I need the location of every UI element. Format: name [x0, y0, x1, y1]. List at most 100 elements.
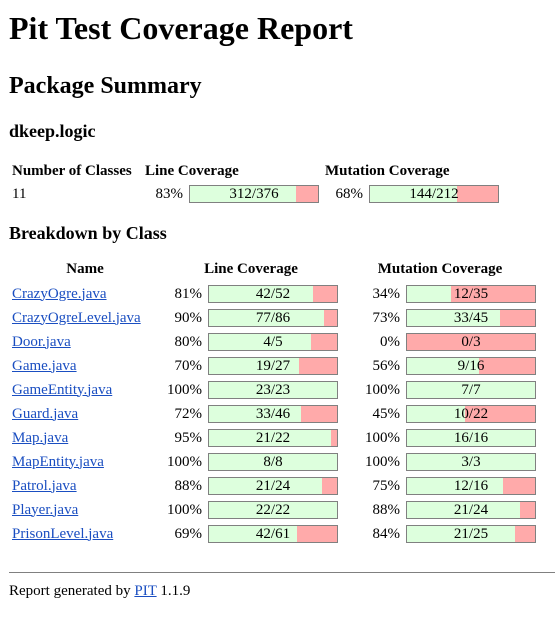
line-fill — [209, 382, 337, 398]
package-name: dkeep.logic — [9, 121, 96, 141]
mut-bar: 33/45 — [406, 309, 536, 327]
line-bar: 33/46 — [208, 405, 338, 423]
line-bar: 42/61 — [208, 525, 338, 543]
line-ratio: 42/52 — [255, 286, 291, 302]
mut-bar: 7/7 — [406, 381, 536, 399]
class-link[interactable]: GameEntity.java — [12, 381, 113, 398]
line-fill — [209, 478, 322, 494]
table-row: GameEntity.java 100% 23/23 100% 7/7 — [9, 378, 539, 402]
line-fill — [209, 430, 331, 446]
mut-ratio: 9/16 — [457, 358, 485, 374]
mut-fill — [407, 358, 479, 374]
class-link[interactable]: Guard.java — [12, 405, 79, 422]
summary-header-mutation: Mutation Coverage — [325, 162, 450, 179]
mut-pct: 73% — [372, 309, 401, 326]
line-cell: 77/86 — [205, 306, 341, 330]
mut-pct: 84% — [372, 525, 401, 542]
line-pct: 100% — [167, 381, 202, 398]
class-link[interactable]: MapEntity.java — [12, 453, 104, 470]
col-header-name: Name — [66, 260, 104, 277]
line-cell: 33/46 — [205, 402, 341, 426]
line-pct: 69% — [174, 525, 203, 542]
line-cell: 21/24 — [205, 474, 341, 498]
mut-cell: 3/3 — [403, 450, 539, 474]
pit-link[interactable]: PIT — [134, 583, 157, 599]
summary-line-cell: 312/376 — [186, 182, 322, 206]
line-ratio: 8/8 — [263, 454, 283, 470]
line-pct: 81% — [174, 285, 203, 302]
mut-ratio: 12/16 — [453, 478, 489, 494]
table-row: Game.java 70% 19/27 56% 9/16 — [9, 354, 539, 378]
line-pct: 80% — [174, 333, 203, 350]
line-pct: 100% — [167, 501, 202, 518]
mut-bar: 21/25 — [406, 525, 536, 543]
mut-bar: 12/35 — [406, 285, 536, 303]
line-ratio: 19/27 — [255, 358, 291, 374]
line-bar: 19/27 — [208, 357, 338, 375]
breakdown-heading: Breakdown by Class — [9, 223, 167, 243]
mut-bar: 16/16 — [406, 429, 536, 447]
mut-ratio: 10/22 — [453, 406, 489, 422]
mut-pct: 100% — [365, 453, 400, 470]
mut-bar: 9/16 — [406, 357, 536, 375]
table-row: PrisonLevel.java 69% 42/61 84% 21/25 — [9, 522, 539, 546]
line-cell: 22/22 — [205, 498, 341, 522]
line-bar: 21/24 — [208, 477, 338, 495]
mut-fill — [407, 406, 465, 422]
mut-pct: 88% — [372, 501, 401, 518]
class-link[interactable]: Game.java — [12, 357, 77, 374]
table-row: Map.java 95% 21/22 100% 16/16 — [9, 426, 539, 450]
class-link[interactable]: PrisonLevel.java — [12, 525, 114, 542]
mut-cell: 21/24 — [403, 498, 539, 522]
class-link[interactable]: Player.java — [12, 501, 79, 518]
mut-ratio: 0/3 — [461, 334, 481, 350]
line-bar: 42/52 — [208, 285, 338, 303]
line-ratio: 21/22 — [255, 430, 291, 446]
line-bar: 21/22 — [208, 429, 338, 447]
line-fill — [209, 454, 337, 470]
class-link[interactable]: Map.java — [12, 429, 69, 446]
footer-version: 1.1.9 — [156, 583, 191, 599]
mut-pct: 75% — [372, 477, 401, 494]
footer-prefix: Report generated by — [9, 583, 135, 599]
page-title: Pit Test Coverage Report — [9, 10, 353, 46]
mut-fill — [407, 430, 535, 446]
class-link[interactable]: Door.java — [12, 333, 71, 350]
mut-pct: 100% — [365, 429, 400, 446]
line-cell: 23/23 — [205, 378, 341, 402]
line-cell: 42/61 — [205, 522, 341, 546]
summary-mut-bar: 144/212 — [369, 185, 499, 203]
mut-cell: 10/22 — [403, 402, 539, 426]
class-link[interactable]: CrazyOgreLevel.java — [12, 309, 141, 326]
mut-ratio: 21/25 — [453, 526, 489, 542]
class-link[interactable]: Patrol.java — [12, 477, 77, 494]
class-name-cell: Guard.java — [9, 402, 161, 426]
mut-pct: 0% — [380, 333, 400, 350]
mut-ratio: 12/35 — [453, 286, 489, 302]
class-link[interactable]: CrazyOgre.java — [12, 285, 107, 302]
col-header-line: Line Coverage — [204, 260, 298, 277]
mut-pct: 34% — [372, 285, 401, 302]
line-pct: 100% — [167, 453, 202, 470]
mut-cell: 12/16 — [403, 474, 539, 498]
mut-fill — [407, 478, 503, 494]
line-bar: 77/86 — [208, 309, 338, 327]
mut-ratio: 16/16 — [453, 430, 489, 446]
line-pct: 90% — [174, 309, 203, 326]
mut-bar: 0/3 — [406, 333, 536, 351]
mut-fill — [407, 382, 535, 398]
line-fill — [209, 526, 298, 542]
summary-mut-cell: 144/212 — [366, 182, 502, 206]
summary-line-bar: 312/376 — [189, 185, 319, 203]
class-name-cell: CrazyOgre.java — [9, 282, 161, 306]
line-fill — [209, 406, 302, 422]
mut-cell: 21/25 — [403, 522, 539, 546]
line-fill — [209, 334, 312, 350]
line-cell: 19/27 — [205, 354, 341, 378]
mut-pct: 100% — [365, 381, 400, 398]
mut-fill — [407, 526, 515, 542]
table-row: Guard.java 72% 33/46 45% 10/22 — [9, 402, 539, 426]
line-ratio: 77/86 — [255, 310, 291, 326]
summary-header-line: Line Coverage — [145, 162, 239, 179]
mut-pct: 56% — [372, 357, 401, 374]
